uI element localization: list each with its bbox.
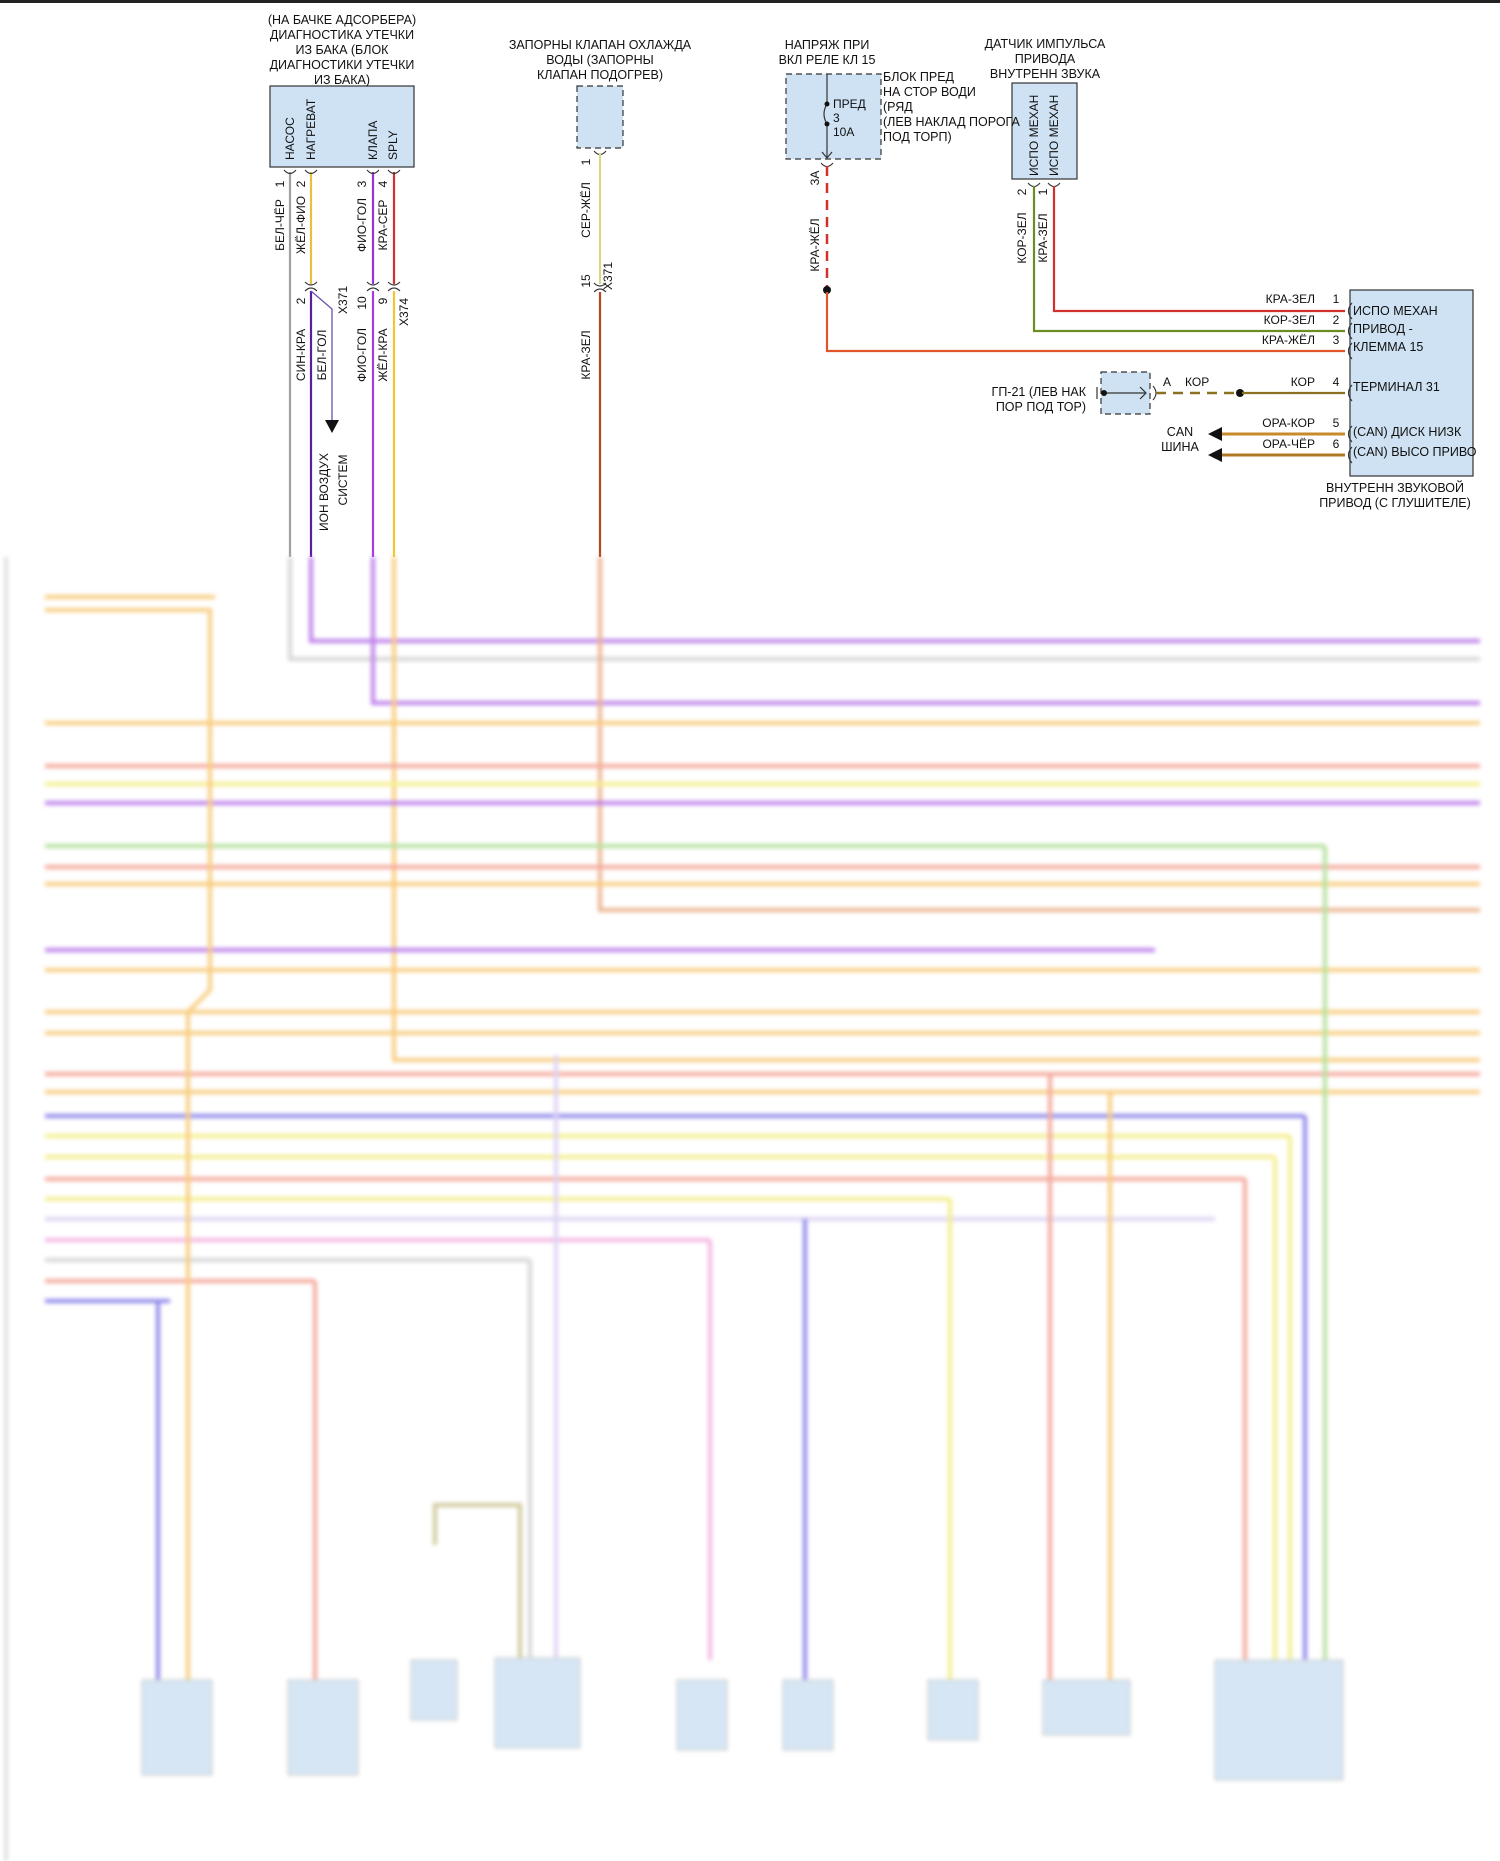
ground-icon	[1101, 390, 1107, 396]
connector-x371-label: X371	[336, 286, 350, 314]
actuator-row-3-wire: КРА-ЖЁЛ	[1262, 333, 1315, 347]
actuator-row-2-num: 2	[1333, 313, 1340, 327]
sensor-pin-label-1: ИСПО МЕХАН	[1047, 95, 1061, 176]
ground-wire-label: КОР	[1185, 375, 1209, 389]
wire-kor-zel[interactable]	[1032, 186, 1345, 333]
actuator-row-1-wire: КРА-ЗЕЛ	[1266, 292, 1315, 306]
pin-label-nagrevat: НАГРЕВАТ	[304, 98, 318, 160]
pin-number-4: 4	[376, 180, 390, 187]
arrow-label-2: СИСТЕМ	[336, 455, 350, 506]
actuator-title: ВНУТРЕНН ЗВУКОВОЙ ПРИВОД (С ГЛУШИТЕЛЕ)	[1319, 481, 1471, 510]
blurred-component-box	[927, 1679, 979, 1741]
valve-conn-pin-15: 15	[579, 274, 593, 288]
actuator-pin-label-4: ТЕРМИНАЛ 31	[1353, 380, 1440, 394]
blurred-wire	[371, 557, 1480, 705]
blurred-component-box	[141, 1679, 213, 1776]
coolant-valve-box[interactable]	[576, 85, 624, 149]
connector-pins	[283, 150, 607, 293]
valve-pin-1: 1	[579, 158, 593, 165]
arrow-left-icon	[1208, 448, 1222, 462]
sensor-title: ДАТЧИК ИМПУЛЬСА ПРИВОДА ВНУТРЕНН ЗВУКА	[984, 37, 1106, 81]
arrow-label-1: ИОН ВОЗДУХ	[317, 453, 331, 531]
wire-label-fio-gol-lower: ФИО-ГОЛ	[355, 328, 369, 382]
fuse-label: ПРЕД 3 10А	[833, 97, 866, 139]
can-bus-label: CAN ШИНА	[1161, 425, 1199, 454]
blurred-component-box	[287, 1679, 359, 1776]
blurred-component-box	[676, 1679, 728, 1751]
wire-label-fio-gol: ФИО-ГОЛ	[355, 198, 369, 252]
pin-number-1: 1	[273, 180, 287, 187]
ground-pin-a: A	[1163, 375, 1171, 389]
actuator-row-5-wire: ОРА-КОР	[1262, 416, 1315, 430]
wire-label-ser-zhel: СЕР-ЖЁЛ	[579, 182, 593, 238]
wire-label-kra-zel: КРА-ЗЕЛ	[1036, 213, 1050, 262]
actuator-pin-label-6: (CAN) ВЫСО ПРИВО	[1353, 445, 1477, 459]
valve-connector-x371: X371	[601, 262, 615, 290]
blurred-component-box	[494, 1657, 581, 1749]
pin-label-sply: SPLY	[386, 130, 400, 160]
actuator-row-2-wire: КОР-ЗЕЛ	[1264, 313, 1315, 327]
pin-number-3: 3	[355, 180, 369, 187]
splice-dot	[823, 286, 831, 294]
wiring-diagram-top: НАСОС НАГРЕВАТ КЛАПА SPLY 1 2 3 4 БЕЛ-ЧЁ…	[269, 73, 1474, 557]
conn-pin-10: 10	[355, 296, 369, 310]
ground-label: ГП-21 (ЛЕВ НАК ПОР ПОД ТОР)	[991, 385, 1086, 414]
actuator-row-3-num: 3	[1333, 333, 1340, 347]
wire-kra-zhel[interactable]	[825, 292, 1345, 353]
blurred-lower-diagram	[4, 557, 1480, 1861]
arrow-down-icon	[325, 420, 339, 433]
sensor-box[interactable]	[1011, 82, 1078, 180]
pin-number-2: 2	[294, 180, 308, 187]
blurred-wire	[598, 557, 1480, 912]
wire-label-kra-ser: КРА-СЕР	[376, 200, 390, 251]
wire-label-kor-zel: КОР-ЗЕЛ	[1015, 212, 1029, 263]
pin-label-nasos: НАСОС	[283, 117, 297, 160]
blurred-wire	[392, 557, 1480, 1062]
sensor-pin-number-2: 2	[1015, 188, 1029, 195]
actuator-pin-label-1: ИСПО МЕХАН ПРИВОД - КЛЕММА 15	[1353, 304, 1438, 354]
blurred-component-box	[410, 1659, 458, 1721]
blurred-component-box	[782, 1679, 834, 1751]
actuator-row-6-wire: ОРА-ЧЁР	[1262, 437, 1315, 451]
actuator-row-5-num: 5	[1333, 416, 1340, 430]
blurred-wire	[185, 608, 212, 1014]
leak-diagnosis-box[interactable]	[269, 85, 415, 168]
fuse-box-label: БЛОК ПРЕД НА СТОР ВОДИ (РЯД (ЛЕВ НАКЛАД …	[883, 70, 1020, 144]
actuator-pin-label-5: (CAN) ДИСК НИЗК	[1353, 425, 1462, 439]
blurred-component-box	[1214, 1659, 1344, 1781]
wire-label-zhel-fio: ЖЁЛ-ФИО	[294, 196, 308, 254]
actuator-row-1-num: 1	[1333, 292, 1340, 306]
blurred-wire	[288, 557, 1480, 661]
fuse-title: НАПРЯЖ ПРИ ВКЛ РЕЛЕ КЛ 15	[778, 38, 876, 67]
wire-label-sin-kra: СИН-КРА	[294, 329, 308, 381]
sensor-pin-number-1: 1	[1036, 188, 1050, 195]
wire-kra-zel[interactable]	[1052, 186, 1345, 313]
fuse-box[interactable]	[785, 73, 882, 160]
leak-diagnosis-title: (НА БАЧКЕ АДСОРБЕРА) ДИАГНОСТИКА УТЕЧКИ …	[267, 13, 417, 87]
actuator-box[interactable]	[1349, 289, 1474, 477]
coolant-valve-title: ЗАПОРНЫ КЛАПАН ОХЛАЖДА ВОДЫ (ЗАПОРНЫ КЛА…	[508, 38, 692, 82]
sensor-pin-label-2: ИСПО МЕХАН	[1027, 95, 1041, 176]
arrow-left-icon	[1208, 427, 1222, 441]
wire-bel-gol[interactable]	[310, 290, 333, 422]
blurred-component-box	[1042, 1679, 1131, 1736]
blurred-wire	[433, 1503, 522, 1660]
top-border	[0, 0, 1500, 3]
actuator-row-4-num: 4	[1333, 375, 1340, 389]
fuse-pin-3a: 3А	[808, 171, 822, 186]
connector-x374-label: X374	[397, 298, 411, 326]
actuator-row-6-num: 6	[1333, 437, 1340, 451]
actuator-row-4-wire: КОР	[1291, 375, 1315, 389]
wire-label-zhel-kra: ЖЁЛ-КРА	[376, 328, 390, 381]
pin-label-klapa: КЛАПА	[366, 121, 380, 160]
wire-label-bel-cher: БЕЛ-ЧЁР	[273, 199, 287, 251]
wire-label-kra-zhel: КРА-ЖЁЛ	[808, 218, 822, 271]
conn-pin-9: 9	[376, 297, 390, 304]
blurred-wire	[309, 557, 1480, 643]
wire-label-kra-zel-valve: КРА-ЗЕЛ	[579, 330, 593, 379]
conn-pin-2: 2	[294, 297, 308, 304]
wire-label-bel-gol: БЕЛ-ГОЛ	[315, 330, 329, 381]
